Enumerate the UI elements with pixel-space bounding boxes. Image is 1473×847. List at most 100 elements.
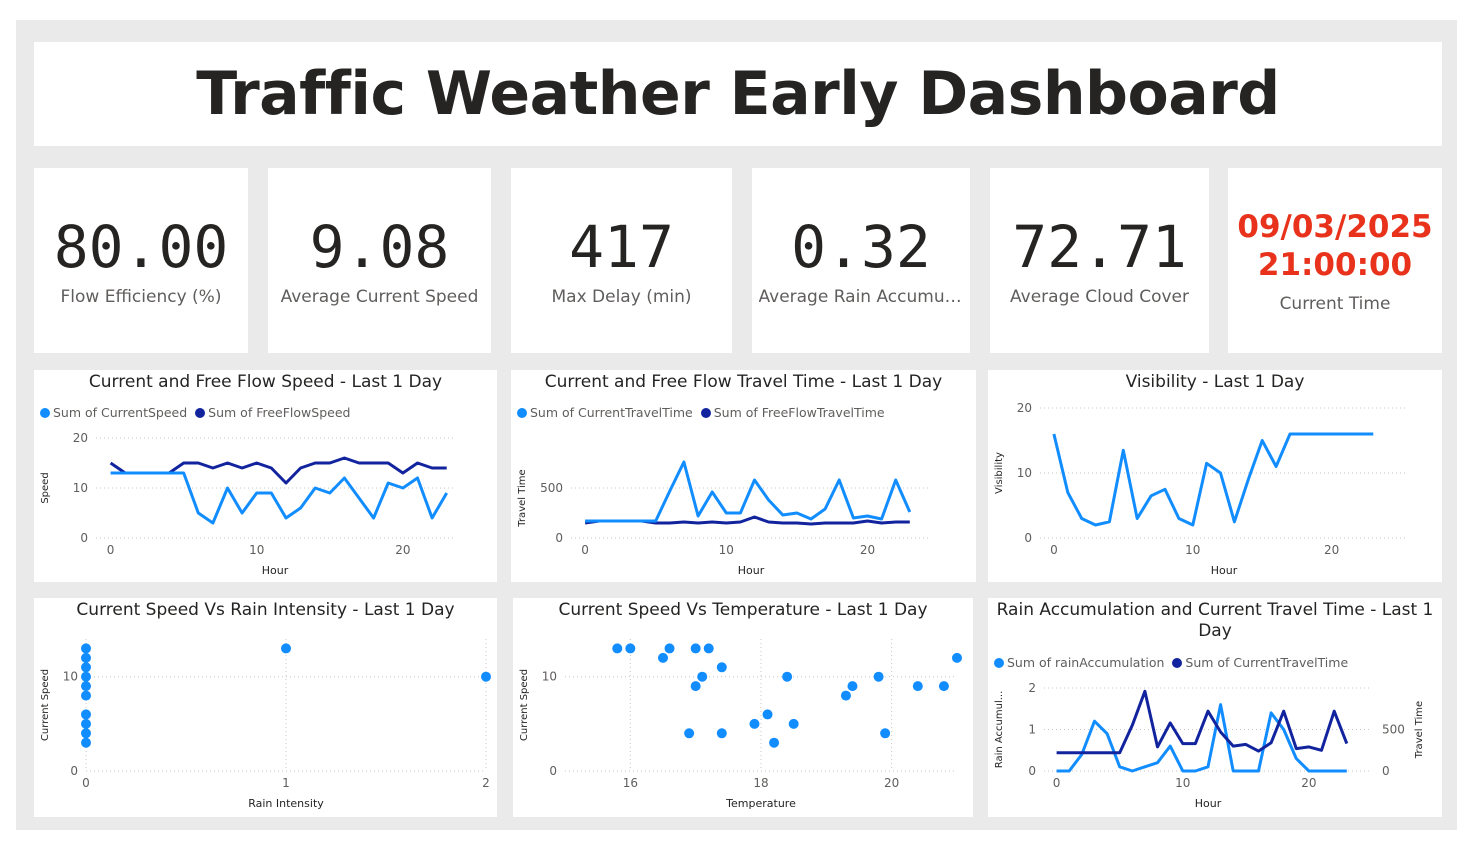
data-point: [690, 681, 701, 692]
legend-dot: [517, 407, 527, 418]
series-line: [1052, 432, 1374, 527]
data-point: [612, 643, 623, 654]
y-right-axis-title: Travel Time: [1414, 701, 1425, 759]
chart-panel-speed[interactable]: Current and Free Flow Speed - Last 1 Day…: [34, 370, 497, 582]
data-point: [716, 662, 727, 673]
y-tick-label: 20: [1017, 401, 1032, 415]
data-point: [938, 681, 949, 692]
x-axis-title: Rain Intensity: [248, 797, 324, 810]
x-tick-label: 2: [482, 776, 490, 790]
y-tick-label: 20: [73, 431, 88, 445]
y-tick-label: 10: [73, 481, 88, 495]
legend-dot: [195, 407, 206, 418]
data-point: [81, 643, 91, 654]
kpi-label: Current Time: [1279, 293, 1391, 314]
dashboard-title: Traffic Weather Early Dashboard: [196, 59, 1280, 129]
data-point: [81, 681, 91, 692]
data-point: [684, 728, 695, 739]
x-tick-label: 1: [282, 776, 290, 790]
data-point: [81, 662, 91, 673]
chart-panel-speed-vs-temperature[interactable]: Current Speed Vs Temperature - Last 1 Da…: [513, 598, 973, 817]
chart-panel-speed-vs-rain[interactable]: Current Speed Vs Rain Intensity - Last 1…: [34, 598, 497, 817]
data-point: [81, 652, 91, 663]
y-right-tick-label: 500: [1382, 723, 1405, 737]
x-tick-label: 20: [1324, 543, 1339, 557]
x-tick-label: 10: [249, 543, 264, 557]
legend-label: Sum of FreeFlowTravelTime: [713, 405, 885, 420]
x-tick-label: 10: [1175, 776, 1190, 790]
y-tick-label: 500: [540, 481, 563, 495]
chart-title: Rain Accumulation and Current Travel Tim…: [996, 600, 1434, 641]
y-tick-label: 0: [70, 764, 78, 778]
kpi-card-max-delay[interactable]: 417 Max Delay (min): [511, 168, 732, 353]
data-point: [952, 652, 962, 663]
chart-panel-visibility[interactable]: Visibility - Last 1 Day 0 10 20 0 10 20 Hour Vi…: [988, 370, 1442, 582]
data-point: [749, 718, 760, 729]
x-tick-label: 20: [395, 543, 410, 557]
speed-line-chart[interactable]: 0 10 20 0 10 20 Hour Speed: [34, 370, 497, 582]
legend-item[interactable]: Sum of CurrentTravelTime: [517, 405, 693, 420]
chart-panel-travel-time[interactable]: Current and Free Flow Travel Time - Last…: [511, 370, 976, 582]
y-right-tick-label: 0: [1382, 764, 1390, 778]
data-point: [703, 643, 714, 654]
data-point: [81, 718, 91, 729]
speed-temperature-scatter-chart[interactable]: 0 10 16 18 20 Temperature Current Speed: [513, 598, 973, 817]
x-axis-title: Hour: [1211, 564, 1238, 577]
x-tick-label: 18: [753, 776, 768, 790]
y-axis-title: Visibility: [994, 452, 1005, 494]
travel-time-line-chart[interactable]: 0 500 0 10 20 Hour Travel Time: [511, 370, 976, 582]
x-axis-title: Hour: [262, 564, 289, 577]
legend-item[interactable]: Sum of CurrentTravelTime: [1172, 655, 1348, 670]
legend-item[interactable]: Sum of rainAccumulation: [994, 655, 1164, 670]
x-tick-label: 20: [1301, 776, 1316, 790]
y-tick-label: 0: [549, 764, 557, 778]
data-point: [762, 709, 773, 720]
series-line: [109, 456, 447, 485]
chart-title: Current Speed Vs Temperature - Last 1 Da…: [558, 600, 928, 620]
chart-panel-rain-travel[interactable]: Rain Accumulation and Current Travel Tim…: [988, 598, 1442, 817]
legend-item[interactable]: Sum of CurrentSpeed: [40, 405, 187, 420]
x-tick-label: 0: [107, 543, 115, 557]
legend-item[interactable]: Sum of FreeFlowTravelTime: [700, 405, 885, 420]
legend-item[interactable]: Sum of FreeFlowSpeed: [195, 405, 350, 420]
visibility-line-chart[interactable]: 0 10 20 0 10 20 Hour Visibility: [988, 370, 1442, 582]
data-point: [840, 690, 851, 701]
current-time: 21:00:00: [1257, 246, 1413, 283]
x-tick-label: 10: [719, 543, 734, 557]
kpi-card-average-cloud-cover[interactable]: 72.71 Average Cloud Cover: [990, 168, 1209, 353]
y-tick-label: 1: [1028, 723, 1036, 737]
kpi-card-average-current-speed[interactable]: 9.08 Average Current Speed: [268, 168, 491, 353]
speed-rain-scatter-chart[interactable]: 0 10 0 1 2 Rain Intensity Current Speed: [34, 598, 497, 817]
kpi-label: Average Current Speed: [280, 286, 479, 307]
data-point: [697, 671, 708, 682]
series-line: [1056, 703, 1347, 773]
y-tick-label: 10: [542, 670, 557, 684]
x-tick-label: 0: [1053, 776, 1061, 790]
y-tick-label: 0: [1024, 531, 1032, 545]
data-point: [481, 671, 491, 682]
kpi-label: Max Delay (min): [551, 286, 692, 307]
y-axis-title: Rain Accumul...: [994, 691, 1005, 769]
data-point: [81, 671, 91, 682]
x-tick-label: 0: [581, 543, 589, 557]
x-tick-label: 10: [1185, 543, 1200, 557]
y-tick-label: 0: [80, 531, 88, 545]
y-axis-title: Travel Time: [517, 469, 528, 527]
x-axis-title: Temperature: [725, 797, 796, 810]
chart-legend: Sum of CurrentSpeed Sum of FreeFlowSpeed: [40, 405, 350, 420]
kpi-card-average-rain-accumulation[interactable]: 0.32 Average Rain Accumula...: [752, 168, 970, 353]
y-tick-label: 0: [555, 531, 563, 545]
data-point: [281, 643, 291, 654]
legend-dot: [994, 657, 1004, 668]
legend-dot: [1172, 657, 1183, 668]
kpi-card-current-time[interactable]: 09/03/2025 21:00:00 Current Time: [1228, 168, 1442, 353]
kpi-card-flow-efficiency[interactable]: 80.00 Flow Efficiency (%): [34, 168, 248, 353]
data-point: [81, 728, 91, 739]
y-tick-label: 10: [63, 670, 78, 684]
chart-title: Current and Free Flow Speed - Last 1 Day: [88, 372, 443, 392]
y-tick-label: 2: [1028, 681, 1036, 695]
current-date: 09/03/2025: [1237, 208, 1433, 245]
y-tick-label: 0: [1028, 764, 1036, 778]
chart-title: Current and Free Flow Travel Time - Last…: [544, 372, 943, 392]
